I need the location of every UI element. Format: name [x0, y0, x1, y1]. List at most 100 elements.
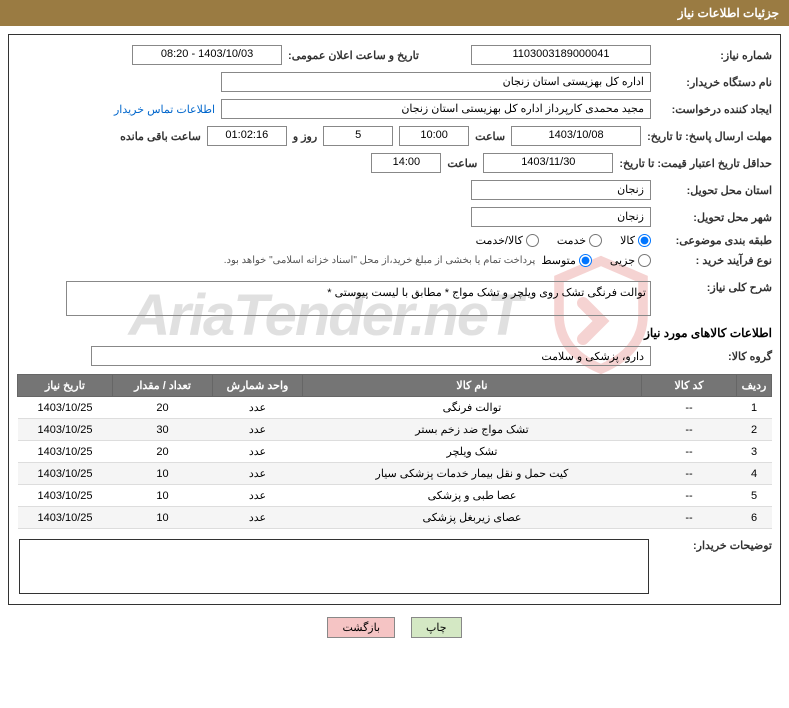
- class-radio-khedmat[interactable]: خدمت: [557, 234, 602, 247]
- table-header-row: ردیفکد کالانام کالاواحد شمارشتعداد / مقد…: [18, 375, 772, 397]
- form-panel: AriaTender.neT شماره نیاز: 1103003189000…: [8, 34, 781, 605]
- table-cell: 2: [737, 419, 772, 441]
- table-row: 6--عصای زیربغل پزشکیعدد101403/10/25: [18, 507, 772, 529]
- row-requester: ایجاد کننده درخواست: مجید محمدی کارپرداز…: [17, 99, 772, 119]
- table-cell: 1403/10/25: [18, 397, 113, 419]
- table-cell: 6: [737, 507, 772, 529]
- table-row: 1--توالت فرنگیعدد201403/10/25: [18, 397, 772, 419]
- table-cell: 1: [737, 397, 772, 419]
- contact-link[interactable]: اطلاعات تماس خریدار: [114, 103, 215, 116]
- table-cell: 20: [113, 441, 213, 463]
- table-cell: کیت حمل و نقل بیمار خدمات پزشکی سیار: [303, 463, 642, 485]
- table-header: تاریخ نیاز: [18, 375, 113, 397]
- table-cell: 1403/10/25: [18, 419, 113, 441]
- announce-value: 1403/10/03 - 08:20: [132, 45, 282, 65]
- page-title: جزئیات اطلاعات نیاز: [678, 6, 779, 20]
- row-deadline: مهلت ارسال پاسخ: تا تاریخ: 1403/10/08 سا…: [17, 126, 772, 146]
- row-need-no: شماره نیاز: 1103003189000041 تاریخ و ساع…: [17, 45, 772, 65]
- page-header: جزئیات اطلاعات نیاز: [0, 0, 789, 26]
- time-label-1: ساعت: [475, 130, 505, 143]
- desc-label: شرح کلی نیاز:: [657, 281, 772, 294]
- time-label-2: ساعت: [447, 157, 477, 170]
- deadline-label: مهلت ارسال پاسخ: تا تاریخ:: [647, 130, 772, 143]
- goods-section-title: اطلاعات کالاهای مورد نیاز: [17, 326, 772, 340]
- table-cell: 5: [737, 485, 772, 507]
- table-cell: --: [642, 485, 737, 507]
- class-radio-both[interactable]: کالا/خدمت: [476, 234, 539, 247]
- row-description: شرح کلی نیاز: توالت فرنگی تشک روی ویلچر …: [17, 281, 772, 316]
- table-cell: عدد: [213, 441, 303, 463]
- table-cell: --: [642, 463, 737, 485]
- class-radio-group: کالا خدمت کالا/خدمت: [476, 234, 651, 247]
- buyer-org-label: نام دستگاه خریدار:: [657, 76, 772, 89]
- table-cell: 3: [737, 441, 772, 463]
- validity-label: حداقل تاریخ اعتبار قیمت: تا تاریخ:: [619, 157, 772, 170]
- deadline-time: 10:00: [399, 126, 469, 146]
- row-province: استان محل تحویل: زنجان: [17, 180, 772, 200]
- table-header: ردیف: [737, 375, 772, 397]
- radio-input[interactable]: [589, 234, 602, 247]
- proc-label: نوع فرآیند خرید :: [657, 254, 772, 267]
- radio-input[interactable]: [638, 254, 651, 267]
- buyer-org-value: اداره کل بهزیستی استان زنجان: [221, 72, 651, 92]
- row-validity: حداقل تاریخ اعتبار قیمت: تا تاریخ: 1403/…: [17, 153, 772, 173]
- table-cell: 1403/10/25: [18, 441, 113, 463]
- class-radio-kala[interactable]: کالا: [620, 234, 651, 247]
- group-label: گروه کالا:: [657, 350, 772, 363]
- radio-input[interactable]: [526, 234, 539, 247]
- table-cell: توالت فرنگی: [303, 397, 642, 419]
- row-group: گروه کالا: دارو، پزشکی و سلامت: [17, 346, 772, 366]
- days-and-label: روز و: [293, 130, 317, 143]
- table-row: 2--تشک مواج ضد زخم بسترعدد301403/10/25: [18, 419, 772, 441]
- table-header: تعداد / مقدار: [113, 375, 213, 397]
- countdown-value: 01:02:16: [207, 126, 287, 146]
- province-label: استان محل تحویل:: [657, 184, 772, 197]
- radio-input[interactable]: [638, 234, 651, 247]
- table-row: 5--عصا طبی و پزشکیعدد101403/10/25: [18, 485, 772, 507]
- table-body: 1--توالت فرنگیعدد201403/10/252--تشک مواج…: [18, 397, 772, 529]
- proc-note: پرداخت تمام یا بخشی از مبلغ خرید،از محل …: [224, 255, 536, 266]
- remaining-label: ساعت باقی مانده: [120, 130, 201, 143]
- table-row: 3--تشک ویلچرعدد201403/10/25: [18, 441, 772, 463]
- row-buyer-notes: توضیحات خریدار:: [17, 539, 772, 594]
- deadline-date: 1403/10/08: [511, 126, 641, 146]
- radio-input[interactable]: [579, 254, 592, 267]
- requester-value: مجید محمدی کارپرداز اداره کل بهزیستی است…: [221, 99, 651, 119]
- validity-time: 14:00: [371, 153, 441, 173]
- footer-buttons: چاپ بازگشت: [0, 617, 789, 638]
- table-cell: تشک مواج ضد زخم بستر: [303, 419, 642, 441]
- need-no-label: شماره نیاز:: [657, 49, 772, 62]
- group-value: دارو، پزشکی و سلامت: [91, 346, 651, 366]
- table-cell: عدد: [213, 397, 303, 419]
- table-cell: 10: [113, 463, 213, 485]
- desc-value: توالت فرنگی تشک روی ویلچر و تشک مواج * م…: [66, 281, 651, 316]
- table-cell: --: [642, 397, 737, 419]
- table-cell: عدد: [213, 485, 303, 507]
- table-header: نام کالا: [303, 375, 642, 397]
- row-city: شهر محل تحویل: زنجان: [17, 207, 772, 227]
- proc-radio-minor[interactable]: جزیی: [610, 254, 651, 267]
- table-cell: --: [642, 507, 737, 529]
- table-cell: 1403/10/25: [18, 463, 113, 485]
- table-cell: 10: [113, 485, 213, 507]
- goods-table: ردیفکد کالانام کالاواحد شمارشتعداد / مقد…: [17, 374, 772, 529]
- table-cell: --: [642, 419, 737, 441]
- proc-radio-medium[interactable]: متوسط: [541, 254, 592, 267]
- table-row: 4--کیت حمل و نقل بیمار خدمات پزشکی سیارع…: [18, 463, 772, 485]
- proc-radio-group: جزیی متوسط: [541, 254, 651, 267]
- city-label: شهر محل تحویل:: [657, 211, 772, 224]
- table-cell: 10: [113, 507, 213, 529]
- buyer-notes-label: توضیحات خریدار:: [657, 539, 772, 552]
- row-process: نوع فرآیند خرید : جزیی متوسط پرداخت تمام…: [17, 254, 772, 267]
- days-value: 5: [323, 126, 393, 146]
- buyer-notes-input[interactable]: [19, 539, 649, 594]
- table-cell: عدد: [213, 419, 303, 441]
- table-cell: تشک ویلچر: [303, 441, 642, 463]
- province-value: زنجان: [471, 180, 651, 200]
- print-button[interactable]: چاپ: [411, 617, 462, 638]
- table-cell: --: [642, 441, 737, 463]
- need-no-value: 1103003189000041: [471, 45, 651, 65]
- announce-label: تاریخ و ساعت اعلان عمومی:: [288, 49, 419, 62]
- back-button[interactable]: بازگشت: [327, 617, 395, 638]
- table-cell: عصای زیربغل پزشکی: [303, 507, 642, 529]
